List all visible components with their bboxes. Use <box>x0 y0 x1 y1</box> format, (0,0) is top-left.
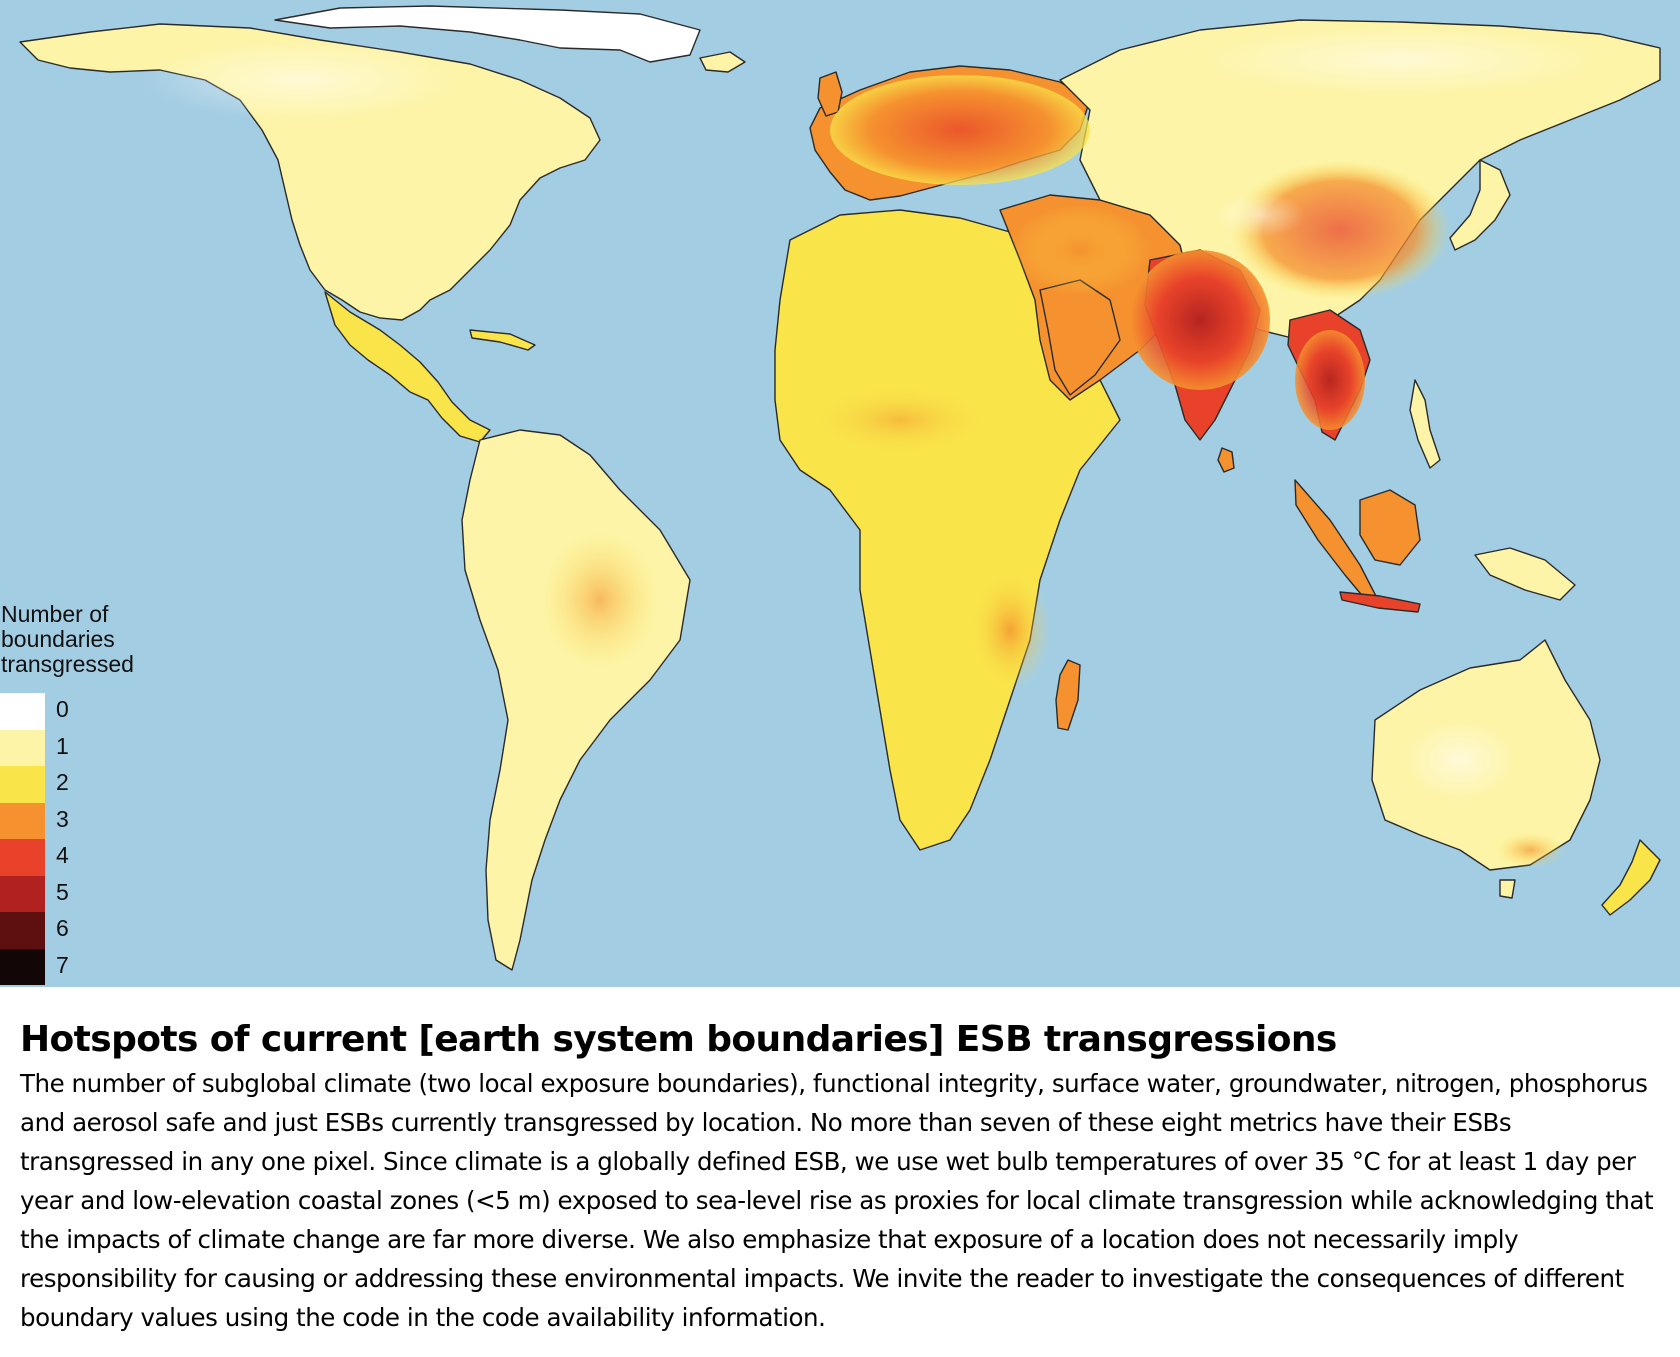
legend-item-0: 0 <box>0 693 160 730</box>
region-java <box>1339 591 1421 613</box>
hotspot-china <box>1230 160 1450 300</box>
legend-label: 4 <box>56 842 69 868</box>
hotspot-europe <box>830 75 1090 185</box>
world-map <box>0 0 1680 987</box>
legend-swatch <box>0 839 45 876</box>
pale-canada <box>140 40 460 120</box>
pale-siberia <box>1200 25 1600 95</box>
region-madagascar <box>1055 659 1081 731</box>
legend-label: 6 <box>56 915 69 941</box>
region-new-zealand <box>1601 839 1661 916</box>
legend-item-5: 5 <box>0 875 160 912</box>
caption: Hotspots of current [earth system bounda… <box>20 1016 1670 1337</box>
legend-item-3: 3 <box>0 802 160 839</box>
hotspot-se-australia <box>1495 832 1565 868</box>
hotspot-indochina <box>1295 330 1365 430</box>
legend-swatch <box>0 912 45 949</box>
pale-australia <box>1405 720 1515 800</box>
legend-label: 3 <box>56 805 69 832</box>
legend-item-6: 6 <box>0 912 160 949</box>
region-philippines <box>1409 379 1441 469</box>
caption-title: Hotspots of current [earth system bounda… <box>20 1019 1337 1060</box>
legend-label: 7 <box>56 951 69 978</box>
legend-swatch <box>0 875 45 912</box>
world-map-panel: Number of boundaries transgressed 0 1 2 3 4 5… <box>0 0 1680 987</box>
caption-body: The number of subglobal climate (two loc… <box>20 1069 1654 1332</box>
region-caribbean <box>469 329 536 351</box>
legend-swatch <box>0 729 45 766</box>
region-borneo <box>1359 489 1421 566</box>
legend-item-2: 2 <box>0 766 160 803</box>
legend-swatch <box>0 766 45 803</box>
hotspot-india <box>1130 250 1270 390</box>
region-japan <box>1449 159 1511 251</box>
hotspot-middle-east <box>1010 205 1150 295</box>
legend-item-7: 7 <box>0 948 160 985</box>
legend-label: 2 <box>56 769 69 795</box>
hotspot-sahel <box>810 385 990 455</box>
legend: Number of boundaries transgressed 0 1 2 3 4 5… <box>0 601 160 985</box>
legend-swatch <box>0 802 45 839</box>
region-iceland <box>699 51 746 73</box>
hotspot-east-africa <box>970 570 1050 690</box>
legend-swatch <box>0 693 45 730</box>
region-new-guinea <box>1474 547 1576 601</box>
legend-swatch <box>0 948 45 985</box>
legend-item-4: 4 <box>0 839 160 876</box>
legend-title: Number of boundaries transgressed <box>1 601 134 677</box>
hotspot-brazil <box>540 530 660 670</box>
legend-label: 1 <box>56 732 69 759</box>
legend-item-1: 1 <box>0 729 160 766</box>
hotspot-overlays <box>140 25 1600 868</box>
legend-label: 5 <box>56 878 69 905</box>
region-sri-lanka <box>1217 447 1235 473</box>
legend-label: 0 <box>56 696 69 722</box>
pale-tibet <box>1215 193 1305 237</box>
region-greenland <box>274 5 701 63</box>
region-tasmania <box>1499 879 1516 899</box>
